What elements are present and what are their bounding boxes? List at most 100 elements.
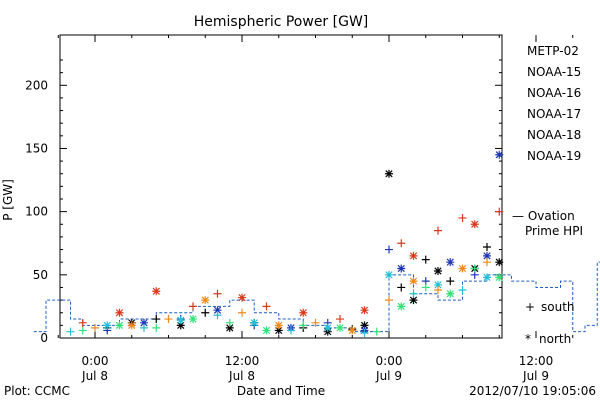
legend-noaa-18: NOAA-18 <box>527 128 581 142</box>
legend-noaa-17: NOAA-17 <box>527 107 581 121</box>
noaa-19-north-point <box>360 306 369 315</box>
noaa-17-south-point <box>152 323 161 332</box>
noaa-17-south-point <box>372 327 381 336</box>
y-tick-label: 150 <box>25 141 48 155</box>
noaa-19-north-point <box>238 293 246 302</box>
noaa-17-south-point <box>299 321 308 330</box>
ovation-prime-hpi-line <box>33 261 600 333</box>
metp-02-north-point <box>385 169 393 178</box>
noaa-16-south-point <box>287 326 295 335</box>
noaa-19-north-point <box>115 308 124 317</box>
x-tick-label-date: Jul 9 <box>375 369 402 383</box>
metp-02-north-point <box>176 321 185 330</box>
noaa-18-south-point <box>311 318 320 327</box>
y-tick-label: 100 <box>25 205 48 219</box>
y-axis-label: P [GW] <box>1 179 15 221</box>
noaa-19-north-point <box>299 308 308 317</box>
noaa-15-north-point <box>446 258 455 267</box>
noaa-15-north-point <box>213 306 222 315</box>
plot-timestamp: 2012/07/10 19:05:06 <box>469 384 596 398</box>
noaa-15-north-point <box>140 318 148 327</box>
marker-key-south-label: south <box>541 300 575 314</box>
noaa-17-south-point <box>421 283 430 292</box>
noaa-19-south-point <box>434 226 442 235</box>
noaa-18-north-point <box>201 296 210 305</box>
noaa-16-south-point <box>360 328 369 337</box>
metp-02-north-point <box>225 323 234 332</box>
plot-credit: Plot: CCMC <box>4 384 70 398</box>
noaa-18-south-point <box>385 296 393 305</box>
noaa-17-north-point <box>397 302 406 311</box>
noaa-16-north-point <box>385 270 393 279</box>
reference-label-line1: — Ovation <box>512 209 575 223</box>
noaa-18-south-point <box>483 258 491 267</box>
x-axis-label: Date and Time <box>237 384 325 398</box>
chart-title: Hemispheric Power [GW] <box>194 14 369 30</box>
noaa-19-south-point <box>189 302 197 311</box>
noaa-19-south-point <box>336 315 344 324</box>
noaa-19-south-point <box>262 302 271 311</box>
metp-02-north-point <box>495 258 504 267</box>
noaa-18-north-point <box>409 277 418 286</box>
plot-frame <box>59 34 503 339</box>
noaa-17-south-point <box>78 326 87 335</box>
noaa-18-south-point <box>238 308 246 317</box>
metp-02-north-point <box>360 321 369 330</box>
noaa-19-south-point <box>213 289 222 298</box>
noaa-18-north-point <box>458 264 467 273</box>
noaa-19-south-point <box>495 207 504 216</box>
noaa-19-south-point <box>397 239 406 248</box>
marker-key: + south * north <box>525 300 575 346</box>
noaa-16-south-point <box>66 327 75 336</box>
metp-02-south-point <box>446 277 455 286</box>
noaa-16-south-point <box>213 311 222 320</box>
x-tick-label-date: Jul 8 <box>81 369 108 383</box>
noaa-15-north-point <box>483 251 491 260</box>
noaa-16-south-point <box>140 323 148 332</box>
x-tick-label-time: 12:00 <box>225 354 260 368</box>
metp-02-south-point <box>421 255 430 264</box>
noaa-19-north-point <box>470 220 479 229</box>
reference-legend: — Ovation Prime HPI <box>512 209 583 238</box>
noaa-16-north-point <box>250 318 259 327</box>
noaa-16-south-point <box>409 289 418 298</box>
noaa-19-north-point <box>409 251 418 260</box>
marker-key-north-symbol: * <box>525 332 531 346</box>
marker-key-south-symbol: + <box>525 300 535 314</box>
noaa-18-south-point <box>434 285 442 294</box>
noaa-18-south-point <box>164 315 173 324</box>
x-tick-label-time: 12:00 <box>519 354 554 368</box>
legend-noaa-19: NOAA-19 <box>527 149 581 163</box>
noaa-18-north-point <box>127 321 136 330</box>
noaa-17-north-point <box>336 323 344 332</box>
noaa-17-north-point <box>189 315 197 324</box>
noaa-17-north-point <box>446 289 455 298</box>
data-points <box>66 150 504 337</box>
noaa-15-north-point <box>495 150 504 159</box>
noaa-16-north-point <box>176 316 185 325</box>
x-tick-label-time: 0:00 <box>82 354 109 368</box>
legend-noaa-15: NOAA-15 <box>527 65 581 79</box>
noaa-17-north-point <box>262 326 271 335</box>
metp-02-south-point <box>397 283 406 292</box>
noaa-15-north-point <box>397 264 406 273</box>
metp-02-north-point <box>409 296 418 305</box>
noaa-19-south-point <box>78 318 87 327</box>
ovation-prime-hpi-path <box>33 261 600 333</box>
y-tick-label: 0 <box>40 331 48 345</box>
noaa-17-north-point <box>115 321 124 330</box>
legend-metp-02: METP-02 <box>527 44 579 58</box>
legend-noaa-16: NOAA-16 <box>527 86 581 100</box>
marker-key-north-label: north <box>539 332 571 346</box>
noaa-19-north-point <box>152 287 161 296</box>
noaa-18-north-point <box>274 321 283 330</box>
noaa-17-north-point <box>495 273 504 282</box>
metp-02-south-point <box>483 243 491 252</box>
y-axis: 0 50 100 150 200 <box>25 59 502 345</box>
noaa-17-south-point <box>225 318 234 327</box>
metp-02-south-point <box>201 308 210 317</box>
noaa-18-north-point <box>348 326 357 335</box>
noaa-17-south-point <box>470 264 479 273</box>
